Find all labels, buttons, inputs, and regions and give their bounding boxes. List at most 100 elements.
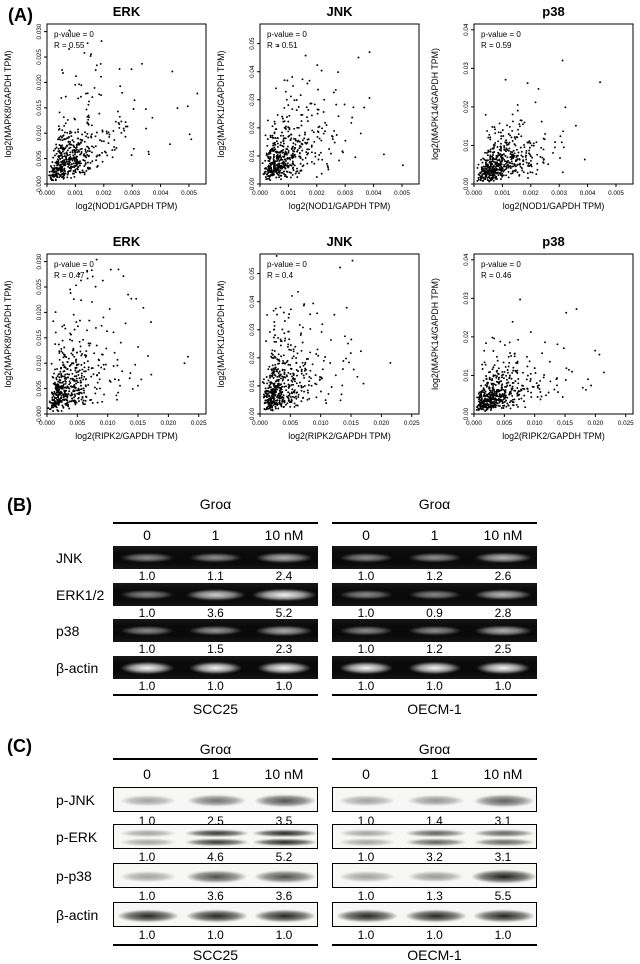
r-annotation: R = 0.47 — [54, 271, 85, 280]
protein-band — [255, 794, 315, 807]
protein-band — [408, 871, 463, 882]
band-intensity-value: 1.0 — [138, 928, 156, 942]
band-intensity-value: 5.2 — [275, 850, 293, 864]
y-tick-label: 0.01 — [463, 139, 470, 152]
protein-band — [408, 589, 461, 600]
protein-band — [408, 661, 461, 674]
y-tick-label: 0.005 — [36, 150, 43, 166]
x-tick-label: 0.010 — [527, 420, 543, 427]
protein-band — [120, 830, 176, 837]
band-intensity-value: 1.0 — [138, 642, 156, 656]
x-tick-label: 0.001 — [495, 190, 511, 197]
x-tick-label: 0.005 — [69, 420, 85, 427]
y-tick-label: 0.00 — [463, 407, 470, 420]
protein-band — [252, 588, 316, 601]
blot-image-p-erk-scc25 — [113, 824, 318, 849]
y-tick-label: 0.000 — [36, 176, 43, 192]
band-intensity-value: 1.2 — [426, 569, 443, 583]
band-intensity-value: 3.2 — [426, 850, 443, 864]
scatter-slot-jnk-nod1: JNK log2(NOD1/GAPDH TPM) log2(MAPK1/GAPDH … — [213, 0, 426, 230]
protein-band — [257, 661, 311, 674]
chart-title: ERK — [113, 234, 141, 249]
band-intensity-value: 1.0 — [138, 569, 156, 583]
protein-band — [405, 830, 466, 837]
x-tick-label: 0.005 — [608, 190, 624, 197]
scatter-points — [476, 59, 602, 183]
x-tick-label: 0.000 — [252, 420, 268, 427]
cell-line-overline — [332, 944, 537, 946]
r-annotation: R = 0.46 — [481, 271, 512, 280]
target-label: p-JNK — [56, 791, 95, 808]
x-tick-label: 0.003 — [124, 190, 140, 197]
x-axis-label: log2(NOD1/GAPDH TPM) — [503, 201, 605, 211]
band-intensity-value: 1.0 — [357, 569, 375, 583]
target-label: JNK — [56, 549, 83, 566]
blot-image-actin-oecm-1 — [332, 902, 537, 927]
cell-line-overline — [332, 694, 537, 696]
panel-a: (A) ERK log2(NOD1/GAPDH TPM) log2(MAPK8/GA… — [0, 0, 640, 460]
dose-label: 10 nM — [483, 527, 523, 543]
treatment-underline — [332, 522, 537, 524]
dose-label: 0 — [362, 766, 370, 782]
dose-label: 10 nM — [264, 766, 304, 782]
gel-image-jnk-oecm-1 — [332, 546, 537, 569]
blot-image-p-p38-oecm-1 — [332, 863, 537, 888]
protein-band — [339, 552, 393, 563]
band-intensity-value: 3.6 — [207, 889, 224, 903]
y-axis-label: log2(MAPK8/GAPDH TPM) — [3, 280, 13, 387]
cell-line-label: OECM-1 — [407, 947, 462, 963]
plot-frame — [259, 253, 420, 415]
scatter-plot-p38-ripk2: p38 log2(RIPK2/GAPDH TPM) log2(MAPK14/GAPD… — [430, 234, 634, 441]
y-tick-label: 0.02 — [249, 351, 256, 364]
x-tick-label: 0.025 — [404, 420, 420, 427]
scatter-plot-p38-nod1: p38 log2(NOD1/GAPDH TPM) log2(MAPK14/GAPDH… — [430, 4, 634, 211]
protein-band — [189, 552, 242, 563]
protein-band — [120, 589, 174, 600]
band-intensity-value: 1.3 — [426, 889, 443, 903]
protein-band — [189, 661, 242, 674]
blot-image-p-p38-scc25 — [113, 863, 318, 888]
plot-frame — [46, 253, 207, 415]
y-tick-label: 0.010 — [36, 355, 43, 371]
x-tick-label: 0.000 — [466, 420, 482, 427]
x-tick-label: 0.015 — [343, 420, 359, 427]
x-axis-label: log2(RIPK2/GAPDH TPM) — [502, 431, 605, 441]
r-annotation: R = 0.59 — [481, 41, 512, 50]
gel-image-jnk-scc25 — [113, 546, 318, 569]
y-tick-label: 0.03 — [249, 93, 256, 106]
protein-band — [188, 625, 243, 636]
band-intensity-value: 2.3 — [275, 642, 293, 656]
band-intensity-value: 1.0 — [357, 850, 375, 864]
dose-label: 10 nM — [483, 766, 523, 782]
scatter-plot-erk-nod1: ERK log2(NOD1/GAPDH TPM) log2(MAPK8/GAPDH … — [3, 4, 207, 211]
target-label: p-ERK — [56, 828, 98, 845]
band-intensity-value: 0.9 — [426, 606, 443, 620]
dose-label: 10 nM — [264, 527, 304, 543]
protein-band — [339, 830, 395, 837]
y-tick-label: 0.01 — [249, 379, 256, 392]
protein-band — [405, 909, 466, 922]
treatment-label: Groα — [199, 496, 232, 512]
protein-band — [186, 870, 247, 883]
y-tick-label: 0.02 — [463, 100, 470, 113]
x-tick-label: 0.020 — [373, 420, 389, 427]
protein-band — [407, 625, 462, 636]
band-intensity-value: 1.0 — [138, 679, 156, 693]
panel-a-label: (A) — [8, 5, 33, 25]
x-tick-label: 0.002 — [523, 190, 539, 197]
protein-band — [187, 794, 246, 807]
protein-band — [339, 625, 393, 636]
y-tick-label: 0.030 — [36, 23, 43, 39]
band-intensity-value: 1.5 — [207, 642, 224, 656]
x-tick-label: 0.000 — [466, 190, 482, 197]
scatter-slot-erk-ripk2: ERK log2(RIPK2/GAPDH TPM) log2(MAPK8/GAPDH… — [0, 230, 213, 460]
plot-frame — [473, 253, 634, 415]
chart-title: p38 — [542, 4, 564, 19]
y-tick-label: 0.05 — [249, 267, 256, 280]
y-tick-label: 0.015 — [36, 329, 43, 345]
y-tick-label: 0.025 — [36, 49, 43, 65]
band-intensity-value: 5.5 — [494, 889, 512, 903]
band-intensity-value: 1.0 — [275, 679, 293, 693]
scatter-points — [475, 298, 605, 412]
cell-line-overline — [113, 944, 318, 946]
